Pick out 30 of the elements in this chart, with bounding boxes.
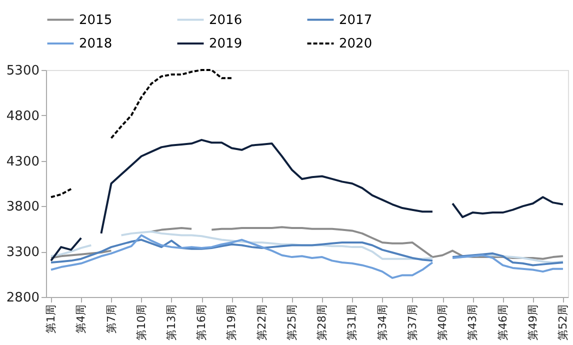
x-tick-label: 第31周: [346, 304, 359, 340]
x-tick-label: 第19周: [225, 304, 238, 340]
x-tick-label: 第40周: [436, 304, 450, 340]
y-tick-label: 4800: [6, 108, 40, 124]
y-tick-label: 2800: [6, 290, 40, 306]
legend-label: 2020: [339, 36, 372, 52]
x-tick-label: 第37周: [406, 304, 419, 340]
x-tick-label: 第7周: [104, 304, 118, 334]
x-tick-label: 第10周: [134, 304, 148, 340]
legend-label: 2017: [339, 12, 372, 28]
x-tick-label: 第34周: [376, 304, 389, 340]
x-tick-label: 第46周: [496, 304, 510, 340]
y-tick-label: 3800: [6, 200, 40, 215]
legend-label: 2016: [209, 12, 242, 28]
x-tick-label: 第49周: [526, 304, 540, 340]
x-tick-label: 第4周: [74, 304, 88, 334]
legend-label: 2019: [209, 36, 242, 52]
x-tick-label: 第16周: [195, 304, 208, 340]
x-tick-label: 第22周: [255, 304, 268, 340]
x-tick-label: 第13周: [164, 304, 178, 340]
y-tick-label: 5300: [6, 64, 40, 78]
legend-label: 2018: [79, 36, 112, 52]
y-tick-label: 4300: [6, 154, 40, 170]
y-tick-label: 3300: [6, 245, 40, 260]
x-tick-label: 第25周: [285, 304, 298, 340]
x-tick-label: 第1周: [44, 304, 58, 334]
x-tick-label: 第52周: [556, 304, 570, 340]
x-tick-label: 第28周: [316, 304, 329, 340]
x-tick-label: 第43周: [466, 304, 480, 340]
legend-label: 2015: [79, 12, 112, 28]
